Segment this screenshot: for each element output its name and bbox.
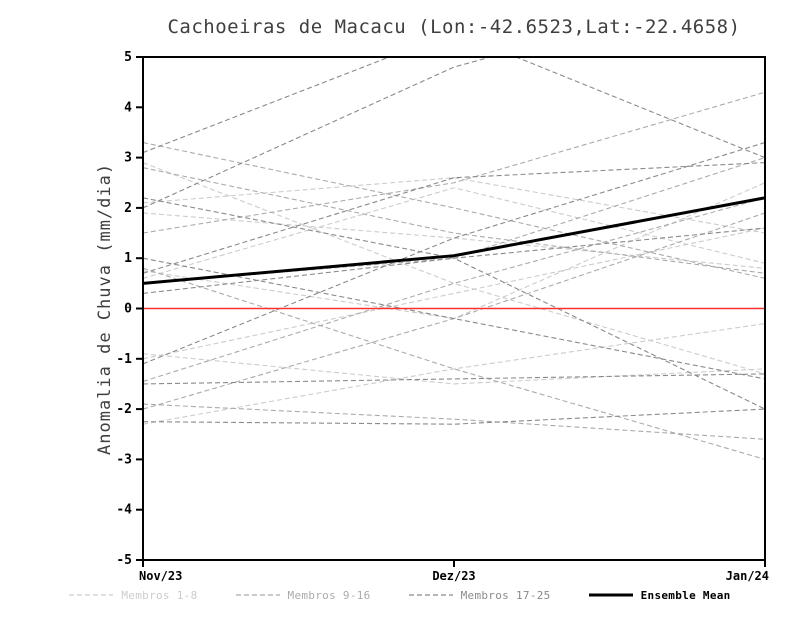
ensemble-member-line — [143, 91, 765, 234]
ensemble-member-line — [143, 212, 765, 269]
ensemble-member-line — [143, 157, 765, 284]
legend-label: Membros 17-25 — [460, 588, 551, 602]
ensemble-member-line — [143, 323, 765, 425]
y-tick-label: -1 — [116, 352, 132, 367]
y-tick-label: -3 — [116, 452, 132, 467]
ensemble-member-line — [143, 353, 765, 385]
y-tick-label: 3 — [124, 151, 132, 166]
ensemble-member-line — [143, 212, 765, 410]
legend-line-sample — [235, 594, 280, 596]
x-tick-label: Dez/23 — [432, 569, 475, 583]
ensemble-member-line — [143, 187, 765, 279]
y-tick-label: 2 — [124, 201, 132, 216]
legend: Membros 1-8 Membros 9-16 Membros 17-25 Ense… — [0, 582, 800, 608]
ensemble-member-line — [143, 267, 765, 460]
legend-item: Ensemble Mean — [588, 588, 731, 602]
y-tick-label: 5 — [124, 50, 132, 65]
ensemble-member-line — [143, 167, 765, 274]
ensemble-member-line — [143, 403, 765, 440]
ensemble-member-line — [143, 57, 493, 209]
x-tick-label: Nov/23 — [139, 569, 182, 583]
ensemble-member-line — [143, 141, 765, 279]
legend-label: Ensemble Mean — [640, 588, 731, 602]
legend-label: Membros 9-16 — [287, 588, 371, 602]
ensemble-member-line — [143, 197, 765, 382]
legend-line-sample — [588, 593, 633, 597]
chart-title: Cachoeiras de Macacu (Lon:-42.6523,Lat:-… — [167, 16, 741, 38]
y-tick-label: -2 — [116, 402, 132, 417]
y-tick-label: -4 — [116, 503, 132, 518]
legend-item: Membros 1-8 — [69, 589, 197, 602]
legend-line-sample — [69, 594, 114, 596]
ensemble-member-line — [143, 177, 765, 234]
series-layer — [143, 57, 765, 460]
ensemble-member-line — [143, 141, 765, 365]
y-tick-label: 0 — [124, 302, 132, 317]
ensemble-member-line — [143, 197, 765, 410]
legend-label: Membros 1-8 — [121, 588, 198, 602]
legend-item: Membros 17-25 — [408, 588, 551, 602]
ensemble-member-line — [143, 162, 765, 375]
ensemble-member-line — [143, 227, 765, 360]
ensemble-member-line — [143, 162, 765, 274]
ensemble-member-line — [143, 408, 765, 425]
ensemble-mean-line — [143, 196, 765, 285]
legend-item: Membros 9-16 — [235, 588, 371, 602]
legend-line-sample — [408, 594, 453, 596]
x-tick-label: Jan/24 — [726, 569, 769, 583]
ensemble-member-line — [143, 57, 765, 159]
y-tick-label: -5 — [116, 553, 132, 568]
y-tick-label: 4 — [124, 100, 132, 115]
y-tick-label: 1 — [124, 251, 132, 266]
